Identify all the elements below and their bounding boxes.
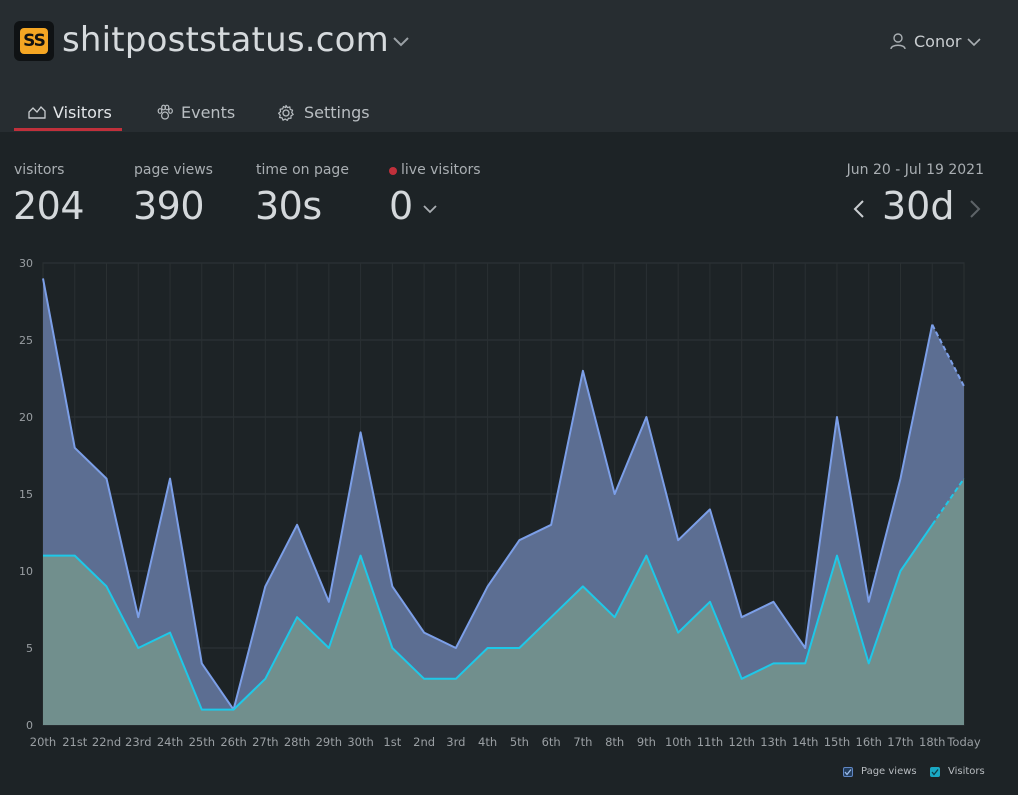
live-visitors-chevron-down-icon[interactable]	[422, 204, 438, 215]
x-tick-label: 11th	[697, 735, 723, 749]
x-tick-label: 1st	[383, 735, 401, 749]
legend-visitors-label: Visitors	[948, 766, 985, 777]
x-tick-label: 26th	[220, 735, 246, 749]
site-switcher-chevron-icon[interactable]	[392, 36, 410, 48]
x-tick-label: 13th	[760, 735, 786, 749]
legend-page-views-label: Page views	[861, 766, 917, 777]
visitors-line-partial	[931, 478, 965, 526]
site-logo-mark: SS	[20, 28, 48, 54]
x-tick-label: 8th	[605, 735, 624, 749]
x-tick-label: 18th	[919, 735, 945, 749]
chevron-down-icon	[967, 38, 981, 47]
site-title[interactable]: shitpoststatus.com	[62, 20, 389, 60]
legend-visitors-swatch	[930, 767, 940, 777]
live-visitors-stat-value[interactable]: 0	[389, 184, 413, 228]
x-tick-label: 4th	[478, 735, 497, 749]
tab-events-label: Events	[181, 103, 236, 122]
page-views-stat-value: 390	[133, 184, 205, 228]
x-tick-label: 27th	[252, 735, 278, 749]
x-tick-label: 17th	[887, 735, 913, 749]
tab-visitors-label: Visitors	[53, 103, 112, 122]
x-tick-label: 3rd	[446, 735, 465, 749]
x-tick-label: 21st	[62, 735, 88, 749]
legend-page-views-swatch	[843, 767, 853, 777]
next-period-chevron-right-icon[interactable]	[968, 199, 982, 219]
x-tick-label: 23rd	[125, 735, 151, 749]
x-tick-label: 16th	[856, 735, 882, 749]
user-name: Conor	[914, 32, 962, 51]
x-tick-label: Today	[946, 735, 980, 749]
x-tick-label: 12th	[728, 735, 754, 749]
active-tab-indicator	[14, 128, 122, 131]
page-views-line-partial	[931, 324, 965, 387]
x-tick-label: 24th	[157, 735, 183, 749]
x-tick-label: 5th	[510, 735, 529, 749]
x-tick-label: 7th	[573, 735, 592, 749]
check-icon	[844, 769, 852, 776]
tab-settings-label: Settings	[304, 103, 370, 122]
x-tick-label: 15th	[824, 735, 850, 749]
y-tick-label: 5	[26, 642, 33, 655]
y-tick-label: 15	[19, 488, 33, 501]
check-icon	[931, 769, 939, 776]
page-views-stat-label: page views	[134, 162, 213, 178]
live-visitors-stat-label: live visitors	[401, 162, 481, 178]
date-range: Jun 20 - Jul 19 2021	[846, 162, 984, 178]
header: SS shitpoststatus.com Conor Visitors Eve…	[0, 0, 1018, 132]
visitors-chart: 0 5 10 15 20 25 30 20th 21st 22nd 23rd 24th 25th 26th…	[19, 257, 981, 749]
period-selector[interactable]: 30d	[882, 184, 955, 228]
y-tick-label: 0	[26, 719, 33, 732]
x-tick-label: 20th	[30, 735, 56, 749]
y-tick-label: 20	[19, 411, 33, 424]
page-views-area	[43, 278, 964, 725]
x-tick-label: 14th	[792, 735, 818, 749]
x-tick-label: 29th	[316, 735, 342, 749]
y-tick-label: 30	[19, 257, 33, 270]
x-tick-label: 10th	[665, 735, 691, 749]
live-indicator-dot	[389, 167, 397, 175]
chart-area-icon	[28, 106, 46, 119]
previous-period-chevron-left-icon[interactable]	[852, 199, 866, 219]
user-icon	[890, 33, 906, 50]
paw-icon	[157, 104, 173, 120]
x-tick-label: 25th	[189, 735, 215, 749]
gear-icon	[278, 104, 294, 121]
x-tick-label: 6th	[542, 735, 561, 749]
x-tick-label: 22nd	[92, 735, 121, 749]
x-tick-label: 28th	[284, 735, 310, 749]
x-tick-label: 9th	[637, 735, 656, 749]
time-on-page-stat-value: 30s	[255, 184, 322, 228]
y-tick-label: 25	[19, 334, 33, 347]
x-tick-label: 30th	[347, 735, 373, 749]
y-tick-label: 10	[19, 565, 33, 578]
x-tick-label: 2nd	[413, 735, 435, 749]
visitors-stat-label: visitors	[14, 162, 65, 178]
visitors-stat-value: 204	[13, 184, 85, 228]
time-on-page-stat-label: time on page	[256, 162, 349, 178]
site-logo[interactable]: SS	[14, 21, 54, 61]
